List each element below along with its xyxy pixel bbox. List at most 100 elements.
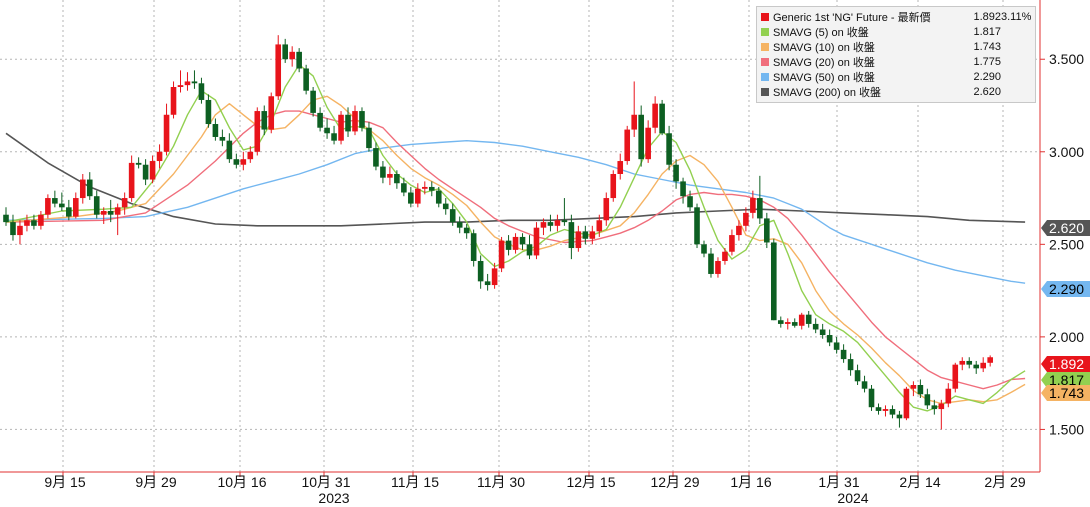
candle: [415, 183, 421, 208]
candle-body: [442, 203, 449, 210]
candle-body: [93, 196, 100, 215]
candle: [750, 190, 756, 219]
candle-body: [470, 233, 477, 261]
candle-body: [198, 83, 205, 100]
candle: [987, 355, 993, 367]
candle-body: [86, 179, 93, 197]
candle: [296, 48, 302, 73]
candle: [973, 360, 980, 374]
candle-body: [324, 127, 330, 134]
value-tag: 1.817: [1041, 372, 1090, 388]
candle: [449, 203, 456, 226]
candle-body: [952, 364, 959, 389]
candle-body: [233, 159, 240, 165]
candle-body: [610, 173, 617, 199]
candle: [526, 235, 533, 260]
candle-body: [17, 225, 23, 236]
candle: [687, 190, 693, 212]
candle-body: [847, 359, 854, 371]
candle-body: [52, 198, 58, 204]
legend-value: 2.290: [973, 70, 1001, 83]
candle-body: [701, 244, 707, 254]
legend-swatch: [761, 57, 769, 66]
candle-body: [659, 103, 665, 134]
candle: [512, 233, 519, 254]
candle-body: [456, 222, 463, 228]
value-tag-label: 2.620: [1049, 220, 1084, 236]
candle: [847, 353, 854, 376]
x-tick-label: 11月 30: [477, 474, 525, 490]
candle-body: [163, 114, 170, 152]
candle: [73, 192, 79, 219]
value-tag-label: 1.892: [1049, 356, 1084, 372]
candle: [805, 310, 812, 328]
candle: [212, 118, 219, 141]
candle: [875, 403, 882, 415]
candle: [254, 107, 261, 156]
candle-body: [526, 244, 533, 256]
x-tick-label: 12月 29: [650, 474, 699, 490]
candle: [86, 172, 93, 200]
value-tag-label: 1.817: [1049, 372, 1084, 388]
candle: [819, 323, 826, 339]
x-tick-label: 1月 16: [730, 474, 771, 490]
candle: [149, 155, 156, 184]
candle-body: [722, 251, 728, 261]
candle: [463, 223, 470, 239]
candle-body: [868, 388, 875, 408]
candle: [401, 177, 407, 197]
candle: [652, 96, 658, 134]
legend-entry: SMAVG (50) on 收盤 2.290: [761, 69, 1031, 84]
candle-body: [554, 220, 561, 226]
candle: [694, 203, 700, 249]
candle-body: [484, 281, 491, 286]
candle-body: [764, 218, 770, 243]
candle: [840, 344, 847, 363]
legend: Generic 1st 'NG' Future - 最新價 1.892 3.11% S…: [756, 6, 1036, 103]
candle-body: [380, 166, 386, 178]
candle: [177, 70, 184, 93]
candle: [408, 186, 414, 208]
candle-body: [875, 407, 882, 411]
value-tag-bg: [1041, 372, 1090, 388]
legend-name: SMAVG (50) on 收盤: [773, 71, 875, 84]
candle: [191, 70, 198, 89]
candle: [533, 222, 540, 260]
candle: [673, 159, 679, 189]
candle: [589, 225, 596, 245]
candle: [114, 203, 121, 236]
candle-body: [247, 151, 254, 160]
candle: [743, 207, 749, 232]
candle-body: [791, 322, 798, 326]
candle-body: [903, 388, 910, 419]
candle: [387, 166, 393, 186]
candle-body: [589, 231, 596, 239]
candle-body: [205, 99, 212, 125]
value-tag: 1.892: [1041, 356, 1090, 372]
candle-body: [617, 161, 624, 174]
value-tag-bg: [1041, 220, 1090, 236]
candle-body: [184, 81, 191, 86]
candle: [491, 262, 498, 289]
candle: [17, 220, 23, 245]
candle-body: [729, 235, 735, 252]
candle-body: [694, 207, 700, 245]
candle: [980, 357, 986, 373]
candle-body: [498, 240, 505, 269]
value-tag: 1.743: [1041, 385, 1090, 401]
candle-body: [135, 162, 142, 165]
candle-body: [771, 242, 777, 321]
candle-body: [107, 211, 114, 215]
candle-body: [212, 124, 219, 137]
candle: [219, 129, 226, 147]
candle-body: [10, 222, 16, 236]
sma200-path: [5, 132, 1026, 227]
x-tick-label: 2月 14: [899, 474, 940, 490]
legend-swatch: [761, 42, 769, 51]
candle-body: [945, 388, 952, 404]
legend-value: 1.743: [973, 40, 1001, 53]
candle-body: [121, 198, 128, 208]
sma20-line: [5, 110, 1026, 390]
candle-body: [798, 314, 805, 326]
legend-swatch: [761, 87, 769, 96]
